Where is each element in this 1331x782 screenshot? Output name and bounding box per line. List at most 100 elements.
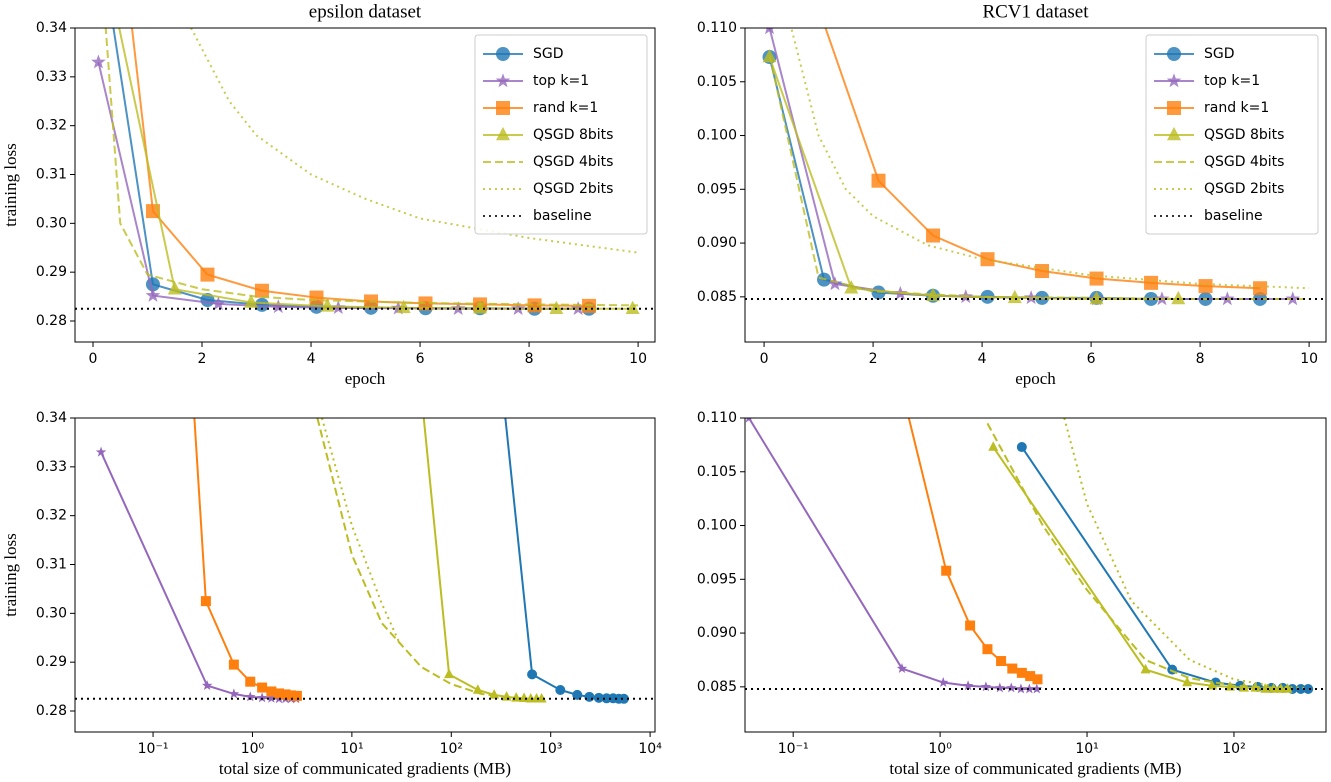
marker [1167, 101, 1181, 115]
y-tick-label: 0.32 [36, 508, 67, 524]
series-line [748, 418, 1037, 690]
marker [496, 47, 510, 61]
x-tick-label: 10² [1222, 741, 1245, 757]
y-tick-label: 0.090 [697, 625, 737, 641]
marker [171, 120, 181, 130]
marker [472, 684, 483, 694]
marker [1007, 663, 1018, 674]
x-tick-label: 10 [629, 351, 647, 367]
marker [496, 101, 510, 115]
marker [1166, 73, 1182, 88]
marker [1167, 47, 1181, 61]
marker [1006, 682, 1017, 693]
marker [145, 287, 161, 302]
marker [937, 677, 949, 687]
plot-area [75, 28, 655, 316]
marker [1015, 683, 1027, 694]
y-tick-label: 0.100 [697, 518, 737, 534]
marker [941, 565, 952, 576]
marker [871, 173, 886, 188]
y-tick-label: 0.33 [36, 459, 67, 475]
legend-label: top k=1 [1204, 73, 1260, 89]
legend-label: QSGD 8bits [533, 127, 613, 143]
legend-label: QSGD 4bits [533, 154, 613, 170]
marker [200, 596, 211, 607]
marker [1140, 663, 1151, 674]
marker [896, 663, 908, 674]
marker [254, 297, 269, 312]
y-tick-label: 0.28 [36, 703, 67, 719]
marker [1035, 264, 1050, 279]
chart-title: RCV1 dataset [982, 1, 1089, 22]
x-tick-label: 6 [416, 351, 425, 367]
axes-frame [744, 417, 1327, 733]
marker [572, 689, 583, 700]
x-axis-label: total size of communicated gradients (MB… [889, 759, 1181, 778]
marker [1025, 671, 1036, 682]
series-line [986, 422, 1279, 689]
legend [474, 34, 648, 235]
marker [536, 693, 547, 703]
marker [982, 644, 993, 655]
marker [1032, 674, 1043, 685]
legend-label: QSGD 4bits [1204, 154, 1284, 170]
y-tick-label: 0.100 [697, 128, 737, 144]
marker [498, 389, 508, 399]
legend-label: baseline [533, 208, 592, 224]
marker [827, 276, 843, 291]
legend-label: QSGD 8bits [1204, 127, 1284, 143]
marker [625, 300, 640, 315]
x-tick-label: 0 [89, 351, 98, 367]
marker [1182, 676, 1193, 687]
y-tick-label: 0.110 [697, 410, 737, 426]
marker [274, 688, 285, 699]
marker [244, 294, 259, 308]
legend-label: SGD [1204, 46, 1235, 62]
plot-area [745, 28, 1326, 306]
series-line [104, 28, 639, 307]
marker [1198, 279, 1213, 294]
marker [926, 287, 941, 302]
marker [555, 685, 566, 696]
series-line [193, 418, 298, 697]
marker [618, 693, 629, 704]
x-tick-label: 2 [869, 351, 878, 367]
x-tick-label: 10⁴ [638, 741, 662, 757]
y-tick-label: 0.34 [36, 20, 67, 36]
y-tick-label: 0.29 [36, 264, 67, 280]
y-tick-label: 0.32 [36, 118, 67, 134]
marker [291, 690, 302, 701]
marker [320, 298, 335, 312]
x-tick-label: 8 [1196, 351, 1205, 367]
series-line [768, 56, 1179, 300]
y-tick-label: 0.28 [36, 313, 67, 329]
x-tick-label: 0 [760, 351, 769, 367]
series-line [320, 418, 401, 644]
marker [1295, 683, 1306, 694]
marker [266, 692, 277, 703]
marker [1167, 126, 1181, 141]
y-tick-label: 0.090 [697, 235, 737, 251]
marker [416, 388, 426, 398]
marker [245, 676, 256, 687]
axes-frame [74, 27, 656, 343]
series-line [316, 418, 512, 699]
marker [91, 54, 106, 69]
marker [1024, 683, 1035, 694]
x-axis-label: epoch [345, 369, 386, 388]
marker [844, 280, 859, 294]
x-tick-label: 10⁻¹ [778, 741, 809, 757]
marker [473, 300, 488, 314]
x-axis-label: total size of communicated gradients (MB… [219, 759, 511, 778]
y-tick-label: 0.095 [697, 181, 737, 197]
y-tick-label: 0.30 [36, 215, 67, 231]
y-tick-label: 0.31 [36, 167, 67, 183]
marker [903, 408, 913, 418]
marker [1282, 683, 1293, 693]
legend-label: top k=1 [533, 73, 589, 89]
y-tick-label: 0.34 [36, 410, 67, 426]
marker [228, 688, 240, 699]
marker [994, 682, 1006, 693]
marker [266, 686, 277, 697]
